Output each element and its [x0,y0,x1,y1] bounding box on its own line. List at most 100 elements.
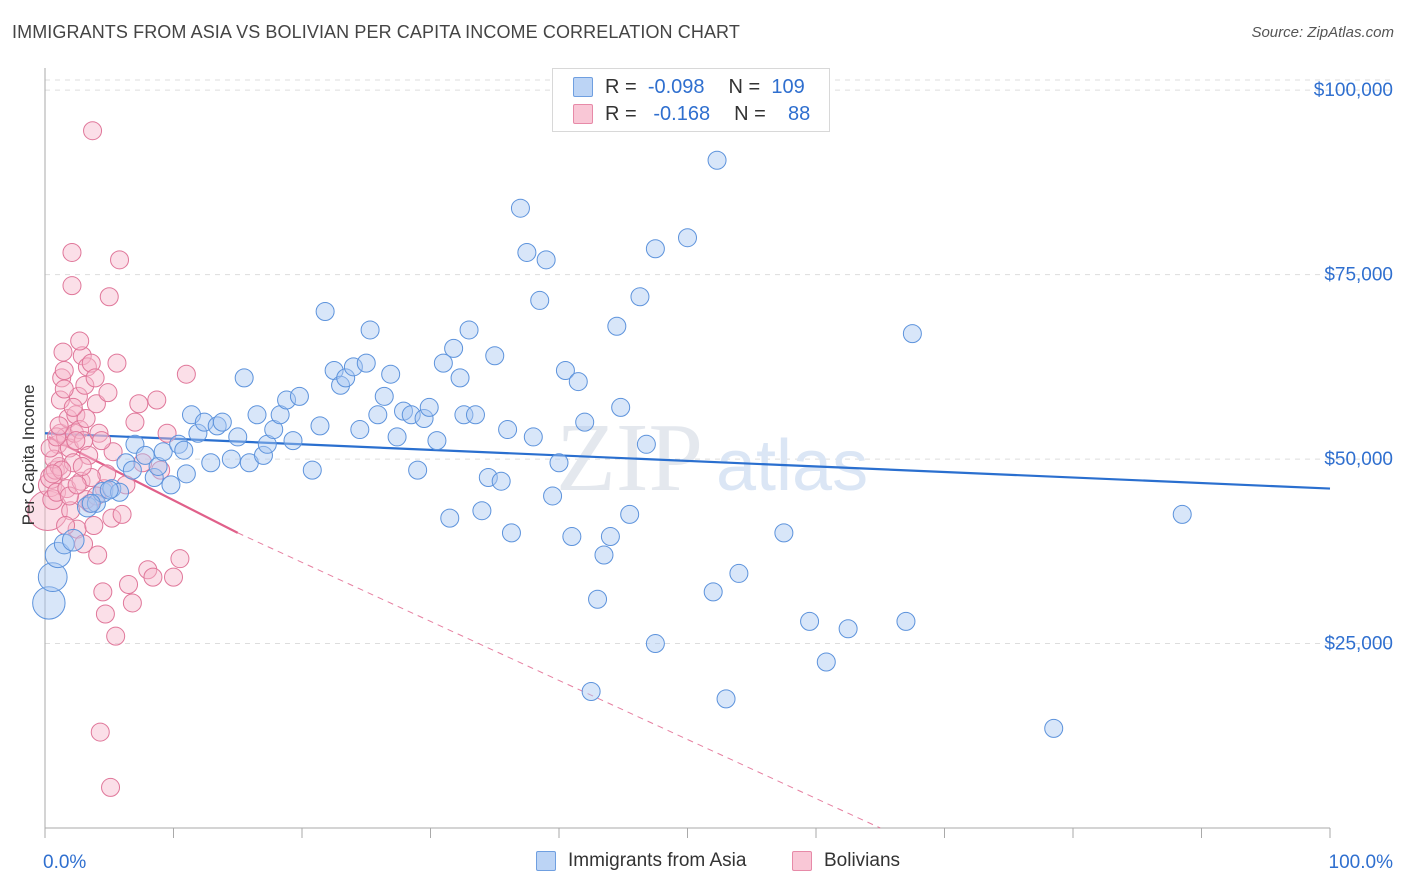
bolivian-point [66,405,86,425]
correlation-legend: R = -0.098 N = 109 R = -0.168 N = 88 [552,68,830,132]
bolivian-point [63,397,83,417]
asia-point [517,242,537,262]
bolivian-point [77,357,97,377]
asia-point [99,480,119,500]
bolivian-point [119,575,139,595]
asia-point [148,456,168,476]
asia-point [562,527,582,547]
tick-labels: $25,000 $50,000 $75,000 $100,000 0.0% 100.0% [43,80,1393,873]
asia-point [360,320,380,340]
asia-point [707,150,727,170]
series-legend: Immigrants from Asia Bolivians [0,850,1406,880]
legend-swatch-asia [536,851,556,871]
bolivian-point [54,379,74,399]
y-tick-label: $75,000 [1324,265,1393,286]
asia-point [283,431,303,451]
legend-item-asia[interactable]: Immigrants from Asia [536,850,746,872]
bolivian-point [85,368,105,388]
bolivian-point [107,353,127,373]
asia-point [611,397,631,417]
asia-point [37,562,68,593]
bolivian-point [133,453,153,473]
asia-point [44,541,71,569]
asia-point [381,364,401,384]
asia-point [122,460,142,480]
asia-point [600,527,620,547]
bolivian-point [176,364,196,384]
bolivian-point [72,456,92,476]
asia-point [135,445,155,465]
asia-point [816,652,836,672]
asia-point [800,611,820,631]
asia-point [459,320,479,340]
asia-point [234,368,254,388]
bolivian-point [89,423,109,443]
asia-point [188,423,208,443]
bolivian-point [66,431,86,451]
legend-swatch-bolivians [792,851,812,871]
legend-r-label: R = [605,102,637,125]
bolivian-point [59,486,79,506]
bolivian-point [125,412,145,432]
bolivian-point [49,416,69,436]
asia-point [414,408,434,428]
bolivian-point [43,464,63,484]
asia-point [401,405,421,425]
asia-point [444,338,464,358]
legend-label-asia: Immigrants from Asia [568,850,747,871]
asia-point [501,523,521,543]
asia-point [588,589,608,609]
legend-swatch-bolivians [573,104,593,124]
bolivian-point [84,515,104,535]
asia-point [302,460,322,480]
asia-point [221,449,241,469]
asia-point [530,290,550,310]
bolivian-point [129,394,149,414]
bolivian-point [50,423,70,443]
asia-point [581,681,601,701]
chart-title: IMMIGRANTS FROM ASIA VS BOLIVIAN PER CAP… [12,22,740,42]
legend-row-bolivians: R = -0.168 N = 88 [573,101,810,127]
legend-label-bolivians: Bolivians [824,850,901,871]
y-tick-label: $25,000 [1324,634,1393,655]
asia-point [575,412,595,432]
x-tick-label: 0.0% [43,852,86,873]
bolivian-point [95,604,115,624]
legend-n-label: N = [734,102,766,125]
asia-point [174,440,194,460]
x-tick-label: 100.0% [1329,852,1394,873]
chart-source: Source: ZipAtlas.com [1251,24,1394,41]
asia-point [703,582,723,602]
axes [44,68,1331,838]
asia-point [207,416,227,436]
bolivian-point [90,722,110,742]
asia-point [478,468,498,488]
bolivian-point [143,567,163,587]
bolivian-point [106,626,126,646]
asia-point [408,460,428,480]
asia-point [620,504,640,524]
asia-point [289,386,309,406]
bolivian-point [70,420,90,440]
bolivian-point [93,582,113,602]
legend-r-value: -0.168 [653,102,711,125]
y-axis-label: Per Capita Income [19,385,38,526]
legend-r-value: -0.098 [647,75,705,98]
bolivian-point [92,431,112,451]
asia-point [387,427,407,447]
asia-point [61,528,85,552]
bolivian-point [67,475,87,495]
bolivian-point [83,121,103,141]
asia-trend-line [44,432,1331,490]
legend-swatch-asia [573,77,593,97]
legend-item-bolivians[interactable]: Bolivians [792,850,900,872]
bolivian-point [81,353,101,373]
bolivian-point [54,361,74,381]
asia-point [116,453,136,473]
bolivian-point [88,545,108,565]
asia-points [32,150,1192,738]
asia-point [201,453,221,473]
asia-point [536,250,556,270]
asia-point [336,368,356,388]
asia-point [454,405,474,425]
